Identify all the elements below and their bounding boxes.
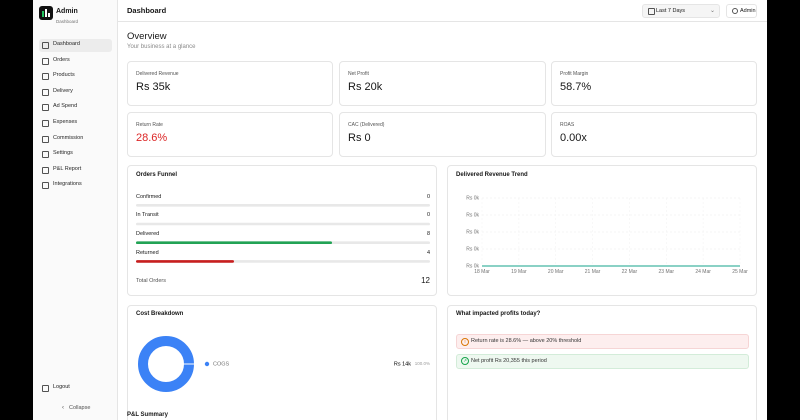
kpi-value: Rs 0 xyxy=(348,132,371,144)
nav-icon xyxy=(42,104,49,112)
funnel-label: Confirmed xyxy=(136,193,162,200)
sidebar xyxy=(33,0,118,420)
nav-icon xyxy=(42,120,49,127)
nav-icon xyxy=(42,182,49,190)
user-icon xyxy=(732,8,738,14)
nav-item[interactable]: Expenses xyxy=(53,119,78,125)
nav-item[interactable]: Dashboard xyxy=(53,41,80,47)
kpi-label: CAC (Delivered) xyxy=(348,122,385,128)
nav-item[interactable]: Settings xyxy=(53,150,73,157)
funnel-card xyxy=(127,165,437,296)
nav-item[interactable]: P&L Report xyxy=(53,165,82,172)
nav-item[interactable]: Products xyxy=(53,72,75,79)
total-label: Total Orders xyxy=(136,278,166,284)
insight-text: Return rate is 28.6% — above 20% thresho… xyxy=(471,338,582,344)
chevron: ⌄ xyxy=(710,8,716,14)
trend-card xyxy=(447,165,757,296)
overview-title: Overview xyxy=(127,31,167,42)
funnel-value: 8 xyxy=(426,230,430,237)
date-range: Last 7 Days xyxy=(656,8,686,14)
cost-card xyxy=(127,305,437,420)
page-title: Dashboard xyxy=(127,6,167,15)
funnel-label: Delivered xyxy=(136,230,160,237)
kpi-label: Profit Margin xyxy=(560,71,589,77)
logout[interactable]: Logout xyxy=(53,384,70,390)
nav-item[interactable]: Integrations xyxy=(53,181,82,188)
collapse[interactable]: Collapse xyxy=(69,405,91,411)
logout-icon xyxy=(42,385,49,392)
nav-icon xyxy=(42,151,49,159)
funnel-label: Returned xyxy=(136,249,159,256)
nav-item[interactable]: Commission xyxy=(53,134,84,141)
kpi-card: Net Profit Rs 20k xyxy=(339,61,546,106)
insight-icon: ↗ xyxy=(461,357,469,365)
cost-title: Cost Breakdown xyxy=(136,311,184,317)
kpi-card: ROAS 0.00x xyxy=(551,112,757,157)
kpi-card: CAC (Delivered) Rs 0 xyxy=(339,112,546,157)
insights-title: What impacted profits today? xyxy=(456,311,541,317)
pl-summary-title: P&L Summary xyxy=(127,412,168,418)
nav-icon xyxy=(42,57,49,65)
nav-item[interactable]: Ad Spend xyxy=(53,103,78,110)
top-bar xyxy=(118,0,767,22)
nav-icon xyxy=(42,73,49,81)
insight-alert: ! Return rate is 28.6% — above 20% thresh… xyxy=(456,334,749,349)
kpi-value: Rs 35k xyxy=(136,81,171,93)
kpi-value: 28.6% xyxy=(136,132,168,144)
funnel-value: 0 xyxy=(426,193,430,200)
nav-active-bg xyxy=(39,38,112,52)
kpi-value: 0.00x xyxy=(560,132,587,144)
kpi-label: Net Profit xyxy=(348,71,369,77)
nav-icon xyxy=(42,135,49,143)
funnel-value: 4 xyxy=(426,249,430,256)
funnel-title: Orders Funnel xyxy=(136,172,178,178)
user-button[interactable]: Admin xyxy=(726,4,757,18)
kpi-label: Delivered Revenue xyxy=(136,71,179,77)
insight-icon: ! xyxy=(461,337,469,346)
insight-text: Net profit Rs 20,355 this period xyxy=(471,357,547,364)
kpi-label: Return Rate xyxy=(136,122,163,128)
funnel-value: 0 xyxy=(426,212,430,219)
trend-title: Delivered Revenue Trend xyxy=(456,172,528,178)
overview-subtitle: Your business at a glance xyxy=(127,44,196,50)
kpi-card: Delivered Revenue Rs 35k xyxy=(127,61,333,106)
nav-icon xyxy=(42,42,49,49)
kpi-value: 58.7% xyxy=(560,81,592,93)
kpi-label: ROAS xyxy=(560,122,575,128)
date-range-button[interactable]: Last 7 Days ⌄ xyxy=(642,4,720,18)
nav-item[interactable]: Orders xyxy=(53,56,70,63)
kpi-card: Profit Margin 58.7% xyxy=(551,61,757,106)
collapse-icon: ‹ xyxy=(62,405,64,411)
nav-icon xyxy=(42,166,49,174)
logo xyxy=(39,6,53,20)
kpi-value: Rs 20k xyxy=(348,81,383,93)
kpi-card: Return Rate 28.6% xyxy=(127,112,333,157)
user-name: Admin xyxy=(740,8,756,14)
total-value: 12 xyxy=(421,276,430,285)
calendar-icon xyxy=(648,8,655,15)
nav-item[interactable]: Delivery xyxy=(53,87,73,94)
insight-alert: ↗ Net profit Rs 20,355 this period xyxy=(456,353,749,369)
funnel-label: In Transit xyxy=(136,212,159,219)
nav-icon xyxy=(42,88,49,96)
brand-subtitle: Dashboard xyxy=(56,19,79,24)
brand: Admin xyxy=(56,8,78,15)
